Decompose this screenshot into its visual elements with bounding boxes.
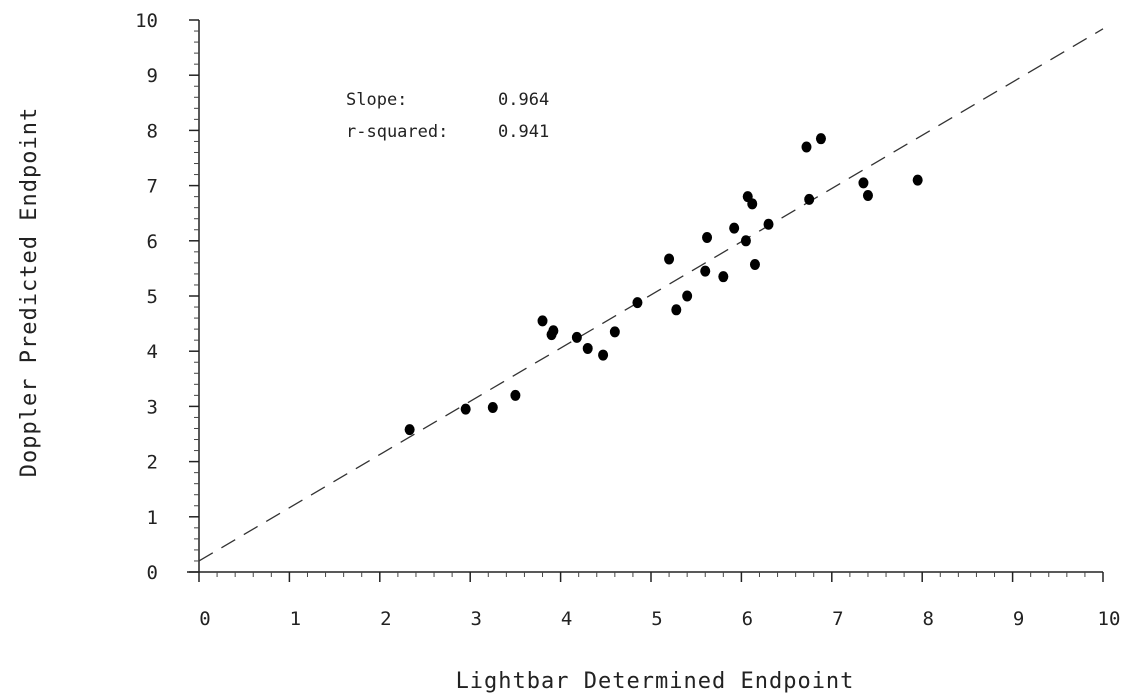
data-point	[609, 326, 620, 338]
x-tick-label: 10	[1098, 608, 1121, 630]
data-point	[804, 193, 815, 205]
x-tick-label: 0	[199, 608, 210, 630]
y-tick-label: 6	[147, 231, 158, 253]
data-point	[404, 424, 415, 436]
x-tick-label: 1	[290, 608, 301, 630]
y-tick-label: 0	[147, 562, 158, 584]
r-squared-value: 0.941	[498, 122, 549, 142]
data-point	[487, 402, 498, 414]
data-point	[815, 133, 826, 145]
annotation-box: Slope: 0.964 r-squared: 0.941	[346, 90, 549, 142]
data-point	[682, 290, 693, 302]
x-tick-label: 7	[832, 608, 843, 630]
y-tick-label: 4	[147, 341, 158, 363]
data-point	[510, 389, 521, 401]
y-tick-label: 2	[147, 452, 158, 474]
y-tick-label: 1	[147, 507, 158, 529]
data-point	[598, 349, 609, 361]
x-tick-label: 5	[651, 608, 662, 630]
x-axis: 0 1 2 3 4 5 6 7 8 9 10	[187, 571, 1121, 630]
data-point	[664, 253, 675, 265]
regression-line-group	[198, 28, 1104, 562]
data-point	[912, 174, 923, 186]
data-point	[747, 198, 758, 210]
data-point	[718, 271, 729, 283]
data-point	[729, 222, 740, 234]
data-point	[460, 403, 471, 415]
data-point	[582, 342, 593, 354]
y-tick-label: 10	[135, 10, 158, 32]
data-point	[632, 297, 643, 309]
data-point	[702, 231, 713, 243]
y-tick-label: 3	[147, 396, 158, 418]
y-axis-title: Doppler Predicted Endpoint	[17, 107, 42, 477]
data-point	[749, 259, 760, 271]
x-axis-title: Lightbar Determined Endpoint	[456, 669, 855, 694]
x-tick-label: 2	[380, 608, 391, 630]
data-point	[537, 315, 548, 327]
data-point	[858, 177, 869, 189]
x-tick-label: 4	[561, 608, 572, 630]
regression-line	[198, 28, 1104, 562]
y-tick-label: 8	[147, 120, 158, 142]
x-tick-label: 8	[922, 608, 933, 630]
y-tick-label: 7	[147, 176, 158, 198]
x-tick-label: 9	[1013, 608, 1024, 630]
x-tick-label: 3	[470, 608, 481, 630]
y-tick-label: 9	[147, 65, 158, 87]
y-axis: 0 1 2 3 4 5 6 7 8 9 10	[135, 10, 200, 584]
x-tick-label: 6	[742, 608, 753, 630]
y-tick-label: 5	[147, 286, 158, 308]
data-point	[740, 235, 751, 247]
data-point	[548, 325, 559, 337]
data-point	[763, 218, 774, 230]
data-point	[571, 331, 582, 343]
data-point	[700, 265, 711, 277]
slope-label: Slope:	[346, 90, 407, 110]
data-point	[671, 304, 682, 316]
data-point	[801, 141, 812, 153]
slope-value: 0.964	[498, 90, 549, 110]
r-squared-label: r-squared:	[346, 122, 448, 142]
data-point	[862, 190, 873, 202]
data-points	[404, 133, 923, 436]
